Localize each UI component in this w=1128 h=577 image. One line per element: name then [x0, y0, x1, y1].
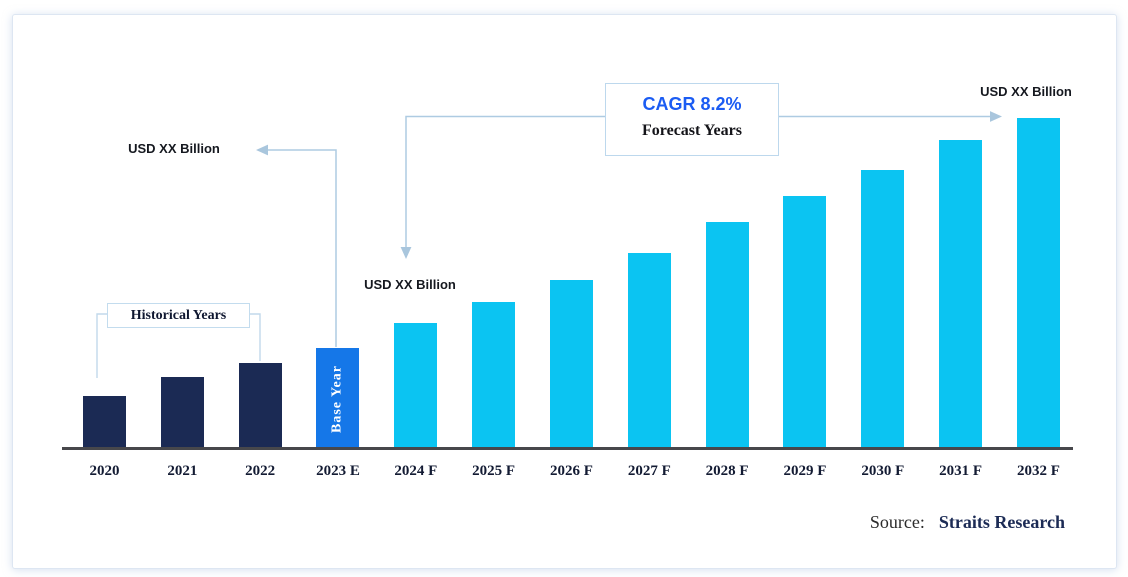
- bar-2032-f: [1016, 118, 1060, 450]
- bar-2025-f: [472, 302, 516, 450]
- x-label-2029-f: 2029 F: [783, 463, 827, 479]
- cagr-value-label: CAGR 8.2%: [642, 94, 742, 114]
- x-label-2025-f: 2025 F: [472, 463, 516, 479]
- historical-years-box: Historical Years: [107, 303, 250, 328]
- x-label-2032-f: 2032 F: [1016, 463, 1060, 479]
- bar-2021: [160, 377, 204, 450]
- bar-2024-f: [394, 323, 438, 450]
- x-label-2022: 2022: [245, 463, 276, 479]
- bar-2029-f: [783, 196, 827, 450]
- x-axis-line: [62, 447, 1073, 450]
- x-label-2026-f: 2026 F: [550, 463, 593, 479]
- x-label-2023-e: 2023 E: [316, 463, 360, 479]
- x-label-2028-f: 2028 F: [705, 463, 749, 479]
- bar-2030-f: [861, 170, 905, 450]
- usd-label-base-year: USD XX Billion: [128, 141, 220, 156]
- source-prefix-label: Source:: [869, 512, 925, 532]
- usd-label-2032: USD XX Billion: [980, 84, 1072, 99]
- bar-2020: [83, 396, 126, 450]
- bar-2022: [238, 363, 282, 450]
- usd-label-forecast-start: USD XX Billion: [364, 277, 456, 292]
- forecast-years-label: Forecast Years: [642, 122, 742, 139]
- x-label-2030-f: 2030 F: [861, 463, 905, 479]
- bar-2023-e: Base Year: [316, 348, 360, 450]
- x-label-2027-f: 2027 F: [627, 463, 671, 479]
- x-label-2031-f: 2031 F: [939, 463, 983, 479]
- bar-2028-f: [705, 222, 749, 450]
- bar-2026-f: [549, 280, 593, 450]
- source-line: Source: Straits Research: [700, 512, 1065, 533]
- x-label-2021: 2021: [167, 463, 198, 479]
- bar-2031-f: [939, 140, 983, 450]
- bar-2027-f: [627, 253, 671, 450]
- cagr-callout-box: CAGR 8.2% Forecast Years: [605, 83, 779, 156]
- x-label-2024-f: 2024 F: [394, 463, 438, 479]
- x-label-2020: 2020: [89, 463, 120, 479]
- base-year-label: Base Year: [329, 365, 345, 433]
- source-name: Straits Research: [938, 512, 1065, 532]
